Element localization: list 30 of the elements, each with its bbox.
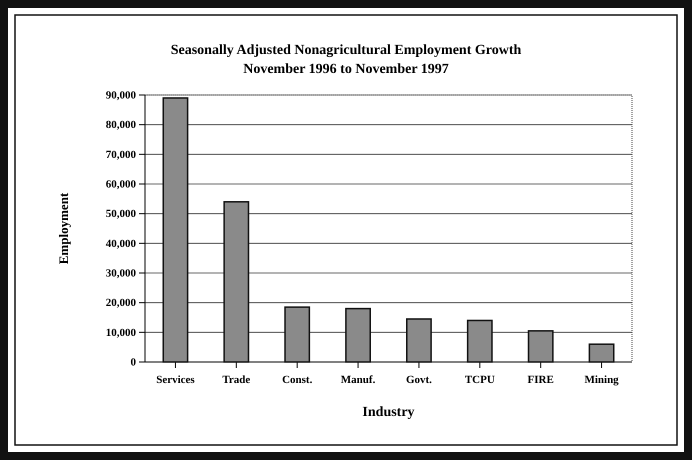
chart-title: Seasonally Adjusted Nonagricultural Employment Growth (170, 43, 522, 58)
y-tick-label: 80,000 (106, 119, 136, 132)
bar (466, 320, 493, 363)
x-tick-label: Const. (282, 374, 313, 386)
bar (528, 330, 554, 363)
x-tick-label: Trade (222, 374, 250, 386)
x-tick-label: Mining (584, 374, 620, 386)
x-tick-label: Govt. (406, 374, 432, 386)
x-tick-label: Manuf. (340, 374, 376, 386)
y-tick-label: 0 (130, 356, 136, 369)
y-axis-title: Employment (56, 192, 71, 264)
x-axis-title: Industry (362, 405, 415, 420)
chart-subtitle: November 1996 to November 1997 (243, 62, 449, 77)
y-tick-label: 10,000 (106, 326, 136, 339)
y-tick-label: 30,000 (106, 268, 136, 280)
y-tick-label: 70,000 (106, 148, 136, 161)
y-tick-label: 40,000 (106, 238, 136, 250)
y-tick-label: 50,000 (106, 208, 136, 220)
y-tick-label: 90,000 (106, 90, 136, 102)
bar (223, 201, 250, 363)
x-tick-label: Services (156, 374, 196, 386)
bar (588, 343, 614, 363)
y-tick-label: 20,000 (106, 297, 136, 310)
y-tick-label: 60,000 (106, 178, 136, 191)
bar (406, 318, 432, 363)
x-tick-label: TCPU (464, 374, 495, 386)
bar (162, 97, 188, 363)
bar (345, 308, 371, 363)
bar (284, 306, 310, 363)
x-tick-label: FIRE (528, 374, 554, 386)
